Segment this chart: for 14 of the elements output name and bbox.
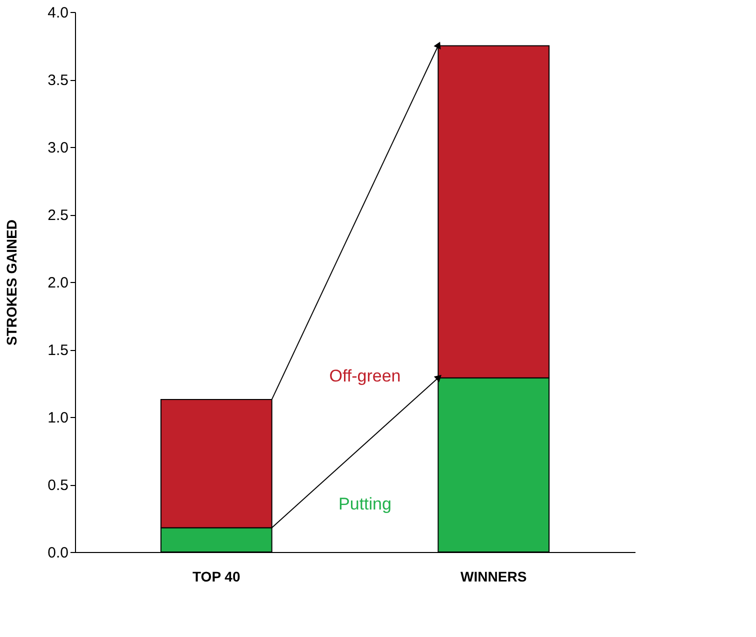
text: Off-green (329, 366, 401, 386)
y-tick-label: 2.5 (48, 207, 68, 224)
x-tick-label: WINNERS (460, 568, 527, 584)
y-tick-label: 0.0 (48, 544, 68, 562)
y-tick-label: 3.0 (48, 140, 68, 156)
y-tick-label: 2.0 (48, 274, 68, 292)
y-tick-label: 3.5 (48, 72, 68, 89)
text: Putting (338, 494, 392, 514)
y-tick-label: 1.5 (48, 342, 68, 359)
y-tick-label: 0.5 (48, 477, 68, 494)
x-tick-label: TOP 40 (192, 568, 240, 584)
y-tick-label: 1.0 (48, 410, 68, 426)
y-tick-label: 4.0 (48, 4, 68, 22)
y-axis-title: STROKES GAINED (4, 219, 20, 346)
